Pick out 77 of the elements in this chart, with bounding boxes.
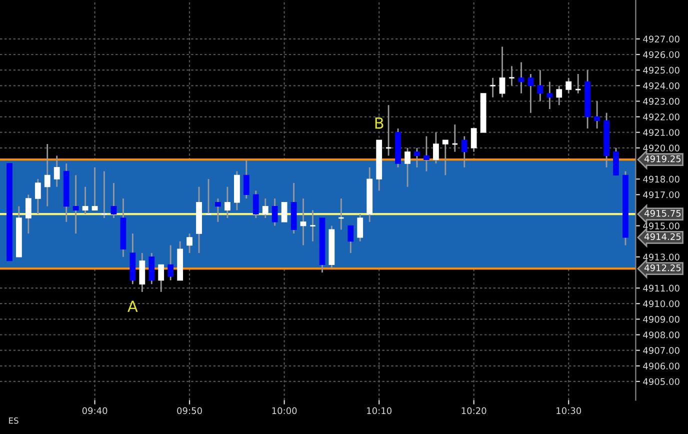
candlestick: [537, 69, 544, 102]
candlestick: [272, 198, 278, 226]
y-tick-label: 4922.00: [643, 114, 680, 120]
candlestick: [252, 190, 259, 219]
candlestick: [205, 178, 212, 215]
y-tick-label: 4927.00: [643, 36, 680, 42]
y-tick-label: 4924.00: [643, 82, 680, 90]
x-tick-label: 10:10: [367, 407, 392, 414]
y-tick-label: 4906.00: [643, 362, 680, 370]
y-tick-label: 4915.00: [643, 222, 680, 230]
x-tick-label: 09:40: [82, 407, 108, 414]
annotation: 4914.25: [644, 233, 681, 240]
candlestick: [424, 136, 430, 172]
text: ES: [9, 417, 18, 424]
candlestick: [490, 77, 496, 98]
x-tick-label: 10:20: [462, 407, 486, 414]
annotation: A: [128, 300, 138, 312]
candlestick: [54, 155, 60, 188]
candlestick: [92, 166, 98, 211]
candlestick: [433, 132, 439, 164]
y-tick-label: 4908.00: [643, 331, 680, 338]
candlestick: [186, 232, 192, 254]
ref-line-label: 4915.75: [644, 210, 681, 217]
candlestick: [281, 202, 288, 222]
candlestick: [357, 213, 364, 242]
ref-line-label: 4919.25: [644, 155, 681, 162]
candlestick: [44, 143, 50, 207]
candlestick: [139, 252, 146, 293]
y-tick-label: 4923.00: [643, 98, 680, 105]
candlestick: [100, 170, 108, 219]
candlestick: [566, 77, 572, 94]
candlestick: [556, 84, 562, 106]
candlestick: [158, 264, 164, 293]
x-tick-label: 09:50: [177, 407, 202, 414]
candlestick: [300, 198, 306, 246]
candlestick: [148, 252, 155, 285]
y-tick-label: 4913.00: [643, 254, 680, 260]
candlestick: [110, 182, 117, 219]
candlestick: [82, 186, 88, 215]
candlestick: [25, 194, 32, 234]
candlestick: [470, 128, 477, 152]
candlestick: [385, 104, 392, 156]
y-tick-label: 4907.00: [643, 347, 680, 354]
x-tick-label: 10:30: [556, 407, 582, 414]
y-tick-label: 4926.00: [643, 51, 680, 58]
candlestick: [528, 73, 534, 114]
y-tick-label: 4918.00: [643, 176, 680, 183]
y-tick-label: 4920.00: [643, 144, 680, 152]
candlestick: [414, 147, 420, 168]
x-tick-label: 10:00: [272, 407, 297, 414]
y-tick-label: 4905.00: [643, 378, 680, 386]
y-tick-label: 4917.00: [643, 191, 680, 198]
candlestick: [262, 198, 268, 219]
y-tick-label: 4910.00: [643, 300, 680, 308]
candlestick: [243, 158, 250, 200]
y-tick-label: 4921.00: [643, 129, 680, 136]
candlestick: [508, 65, 516, 86]
candlestick: [168, 244, 174, 281]
candlestick: [224, 186, 230, 219]
candlestick: [499, 46, 506, 98]
candlestick: [518, 62, 524, 94]
candlestick: [309, 210, 316, 242]
candlestick: [461, 136, 468, 168]
candlestick: [613, 147, 619, 176]
candlestick: [215, 198, 221, 223]
candlestick: [594, 100, 600, 130]
candlestick: [72, 174, 79, 234]
annotation: B: [375, 117, 384, 129]
candlestick: [546, 81, 553, 110]
candlestick: [404, 147, 410, 188]
candlestick: [348, 225, 354, 254]
ref-line-label: 4912.25: [644, 264, 681, 272]
candlestick: [442, 139, 448, 176]
y-tick-label: 4925.00: [643, 66, 680, 74]
y-tick-label: 4909.00: [643, 316, 680, 323]
candlestick: [34, 178, 41, 215]
y-tick-label: 4911.00: [643, 284, 680, 292]
